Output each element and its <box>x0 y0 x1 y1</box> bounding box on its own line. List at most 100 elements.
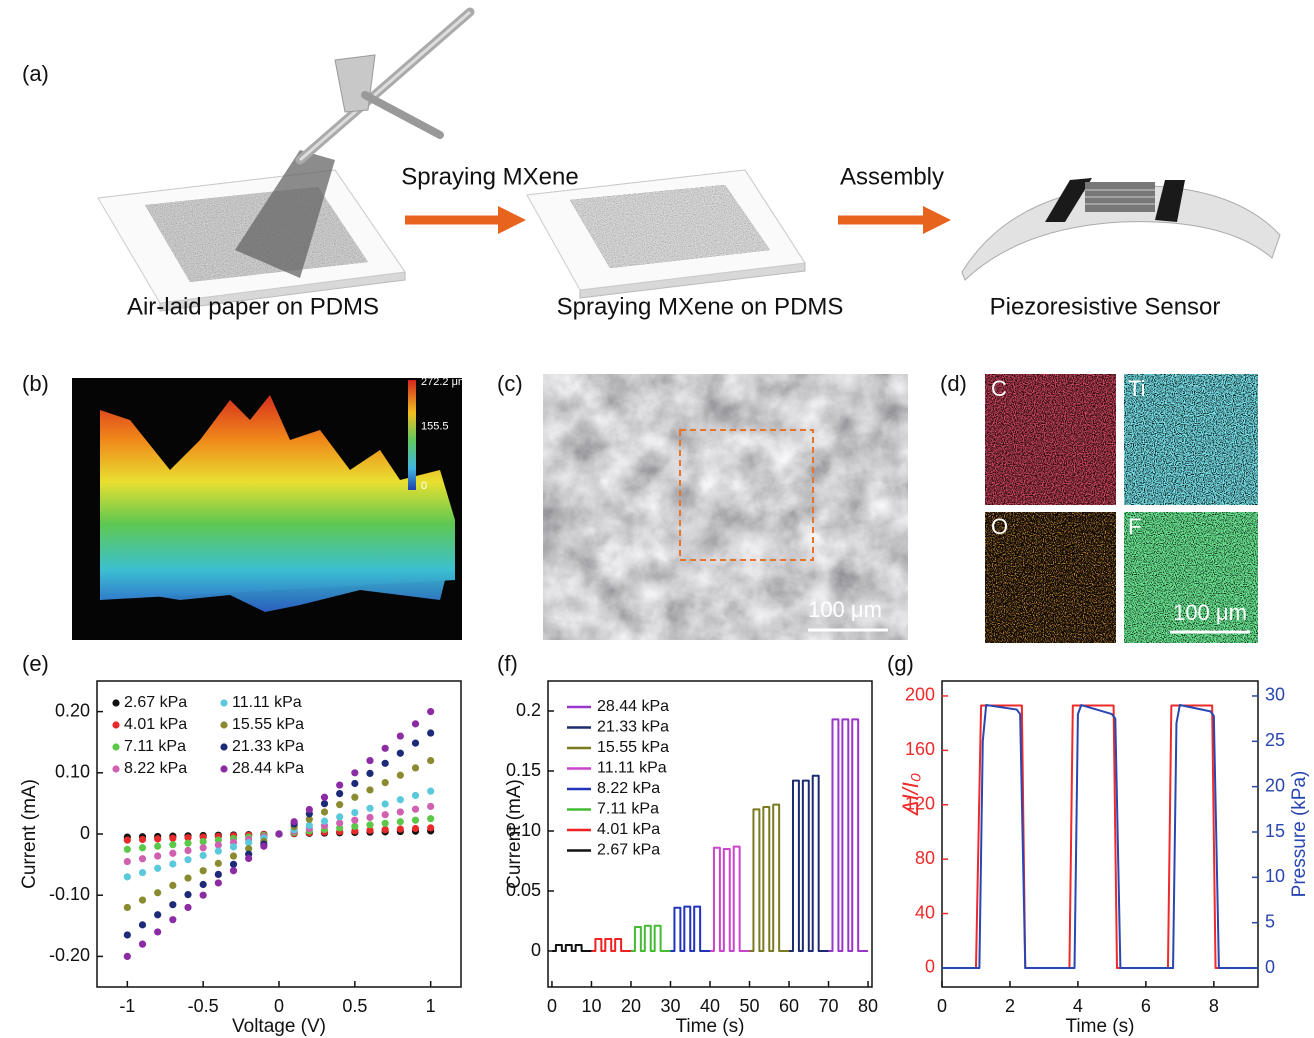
data-point <box>154 889 162 897</box>
data-point <box>427 756 435 765</box>
data-point <box>138 940 147 948</box>
x-tick-label: -0.5 <box>188 996 219 1016</box>
data-point <box>260 842 268 850</box>
y-tick-label: 0.10 <box>506 820 541 840</box>
data-line <box>828 718 869 952</box>
data-point <box>396 732 404 740</box>
data-point <box>214 879 222 887</box>
colorbar-label: 155.5 <box>421 420 449 432</box>
legend-label: 21.33 kPa <box>597 719 669 736</box>
data-point <box>396 808 404 816</box>
x-tick-label: 0 <box>547 996 557 1016</box>
data-point <box>214 847 222 855</box>
y-tick-label: 0 <box>531 940 541 960</box>
data-point <box>320 793 329 801</box>
scale-bar-label: 100 μm <box>1173 600 1247 625</box>
legend-label: 15.55 kPa <box>232 716 304 733</box>
y2-tick-label: 5 <box>1265 911 1275 931</box>
y-tick-label: -0.20 <box>49 945 90 965</box>
panel-label: (c) <box>497 371 523 396</box>
legend-marker <box>220 765 228 773</box>
data-point <box>427 815 435 823</box>
x-tick-label: 70 <box>819 996 839 1016</box>
data-point <box>154 864 162 872</box>
panel-label: (b) <box>22 371 49 396</box>
y-axis-label: Current (mA) <box>504 779 525 889</box>
y2-tick-label: 30 <box>1265 685 1285 705</box>
x-tick-label: 4 <box>1073 996 1083 1016</box>
element-label: O <box>991 514 1008 539</box>
data-point <box>427 802 435 811</box>
y-tick-label: 80 <box>915 848 935 868</box>
scale-bar-label: 100 μm <box>808 597 882 622</box>
y-tick-label: 0.05 <box>506 880 541 900</box>
x-axis-label: Voltage (V) <box>232 1016 326 1037</box>
data-point <box>169 881 177 890</box>
legend-label: 4.01 kPa <box>124 716 187 733</box>
data-point <box>290 818 298 826</box>
legend-label: 11.11 kPa <box>232 694 302 711</box>
chart: 0 10 20 30 40 50 60 70 80 0 0.05 0.10 0.15 0.2 Time (s… <box>504 680 878 1037</box>
legend-marker <box>112 699 120 707</box>
chart: -1 -0.5 0 0.5 1 -0.20 -0.10 0 0.10 0.20 Voltage (V… <box>19 680 462 1037</box>
eds-maps: C Ti O F 100 μm <box>985 374 1258 643</box>
data-point <box>366 804 374 812</box>
data-point <box>305 821 313 830</box>
step-label: Piezoresistive Sensor <box>990 293 1221 320</box>
data-point <box>199 838 207 846</box>
data-point <box>396 771 404 779</box>
x-tick-label: 0 <box>274 996 284 1016</box>
data-point <box>427 824 435 832</box>
y-axis-label: ΔI/I₀ <box>898 773 923 816</box>
schematic: Spraying MXene Assembly Air-laid paper o… <box>97 7 1281 320</box>
data-point <box>138 844 147 852</box>
y-tick-label: -0.10 <box>49 884 90 904</box>
data-point <box>184 846 192 855</box>
legend-label: 2.67 kPa <box>124 694 187 711</box>
data-point <box>123 857 131 866</box>
y-tick-label: 200 <box>905 685 935 705</box>
sem-image: 100 μm <box>543 374 908 640</box>
data-point <box>396 818 404 826</box>
panel-label: (f) <box>497 651 518 676</box>
data-point <box>154 928 162 936</box>
legend-label: 15.55 kPa <box>597 739 669 756</box>
data-point <box>381 759 389 767</box>
data-point <box>169 901 177 909</box>
panel-label: (a) <box>22 61 49 86</box>
data-line <box>749 803 790 952</box>
data-point <box>427 708 435 716</box>
legend-marker <box>220 721 228 729</box>
data-point <box>199 867 207 875</box>
x-tick-label: 80 <box>858 996 878 1016</box>
data-point <box>138 855 147 863</box>
data-point <box>320 800 329 808</box>
data-point <box>305 805 313 814</box>
colorbar-label: 272.2 μm <box>421 376 467 388</box>
data-point <box>351 816 359 824</box>
legend-label: 28.44 kPa <box>232 760 304 777</box>
data-point <box>138 896 147 904</box>
data-point <box>229 867 238 875</box>
y-tick-label: 0 <box>80 823 90 843</box>
data-point <box>336 790 344 798</box>
y-axis-label: Current (mA) <box>19 779 40 889</box>
legend-marker <box>112 765 120 773</box>
panel-label: (d) <box>940 371 967 396</box>
data-point <box>411 720 420 728</box>
data-point <box>320 808 329 816</box>
y-tick-label: 0.15 <box>506 760 541 780</box>
y2-axis-label: Pressure (kPa) <box>1289 771 1310 898</box>
data-point <box>138 868 147 877</box>
data-point <box>184 839 192 847</box>
x-tick-label: 40 <box>700 996 720 1016</box>
data-point <box>336 801 344 809</box>
data-point <box>366 813 374 822</box>
data-point <box>411 824 420 833</box>
element-label: F <box>1128 514 1141 539</box>
data-point <box>381 800 389 808</box>
x-tick-label: 10 <box>581 996 601 1016</box>
data-point <box>245 854 253 863</box>
legend-label: 8.22 kPa <box>597 780 660 797</box>
